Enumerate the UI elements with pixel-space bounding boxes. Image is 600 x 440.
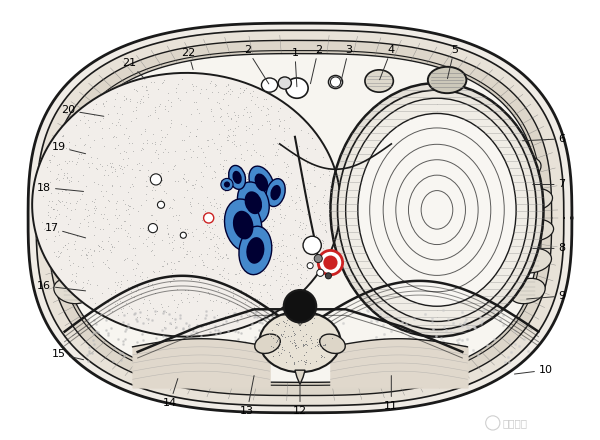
Ellipse shape [328, 75, 343, 88]
Text: 11: 11 [385, 376, 398, 411]
Text: 孙锋医生: 孙锋医生 [503, 418, 528, 428]
Text: 4: 4 [380, 44, 395, 80]
Circle shape [318, 250, 343, 275]
Text: 2: 2 [310, 44, 322, 84]
Text: 5: 5 [448, 44, 458, 79]
Text: 15: 15 [52, 349, 83, 360]
Polygon shape [28, 23, 572, 413]
Ellipse shape [511, 248, 551, 273]
Text: 3: 3 [341, 44, 352, 82]
Text: 12: 12 [293, 381, 307, 416]
Ellipse shape [238, 182, 269, 224]
Text: 18: 18 [37, 183, 83, 193]
Ellipse shape [338, 90, 536, 330]
Ellipse shape [229, 165, 245, 189]
Ellipse shape [271, 185, 281, 200]
Ellipse shape [233, 211, 253, 239]
Circle shape [151, 174, 161, 185]
Ellipse shape [247, 237, 265, 264]
Text: 16: 16 [37, 281, 86, 291]
Circle shape [180, 232, 187, 238]
Ellipse shape [262, 78, 278, 92]
Circle shape [317, 269, 324, 276]
Polygon shape [62, 54, 538, 382]
Polygon shape [49, 40, 551, 396]
Circle shape [148, 224, 157, 233]
Text: 2: 2 [244, 44, 269, 84]
Text: 8: 8 [533, 243, 565, 253]
Ellipse shape [249, 166, 274, 199]
Polygon shape [59, 51, 541, 385]
Ellipse shape [254, 173, 268, 191]
Ellipse shape [509, 279, 545, 304]
Ellipse shape [54, 279, 89, 304]
Ellipse shape [232, 171, 242, 184]
Circle shape [303, 236, 322, 254]
Circle shape [325, 273, 331, 279]
Ellipse shape [49, 248, 89, 273]
Polygon shape [36, 30, 564, 406]
Polygon shape [295, 370, 305, 385]
Text: 17: 17 [44, 223, 86, 238]
Circle shape [331, 77, 341, 87]
Ellipse shape [365, 70, 394, 92]
Ellipse shape [59, 156, 98, 182]
Ellipse shape [255, 334, 280, 353]
Ellipse shape [286, 78, 308, 98]
Ellipse shape [331, 83, 544, 337]
Ellipse shape [239, 226, 272, 275]
Text: 22: 22 [181, 48, 196, 70]
Text: 1: 1 [292, 48, 298, 87]
Text: 14: 14 [163, 378, 178, 407]
Ellipse shape [259, 312, 341, 372]
Ellipse shape [428, 67, 466, 93]
Text: 6: 6 [523, 134, 565, 144]
Text: 10: 10 [514, 365, 553, 375]
Ellipse shape [513, 219, 554, 242]
Ellipse shape [320, 334, 345, 353]
Text: 21: 21 [122, 58, 145, 79]
Circle shape [284, 290, 316, 323]
Ellipse shape [358, 114, 516, 306]
Circle shape [314, 254, 322, 263]
Text: 20: 20 [62, 106, 104, 116]
Polygon shape [32, 73, 341, 337]
Text: 13: 13 [240, 376, 254, 416]
Ellipse shape [245, 191, 262, 214]
Circle shape [323, 256, 338, 270]
Circle shape [157, 201, 164, 208]
Ellipse shape [266, 179, 285, 206]
Ellipse shape [47, 188, 86, 211]
Ellipse shape [346, 98, 528, 322]
Text: 19: 19 [52, 142, 86, 154]
Circle shape [203, 213, 214, 223]
Circle shape [221, 178, 233, 191]
Ellipse shape [46, 219, 87, 242]
Circle shape [307, 263, 313, 269]
Ellipse shape [224, 199, 262, 251]
Circle shape [224, 181, 230, 187]
Text: 9: 9 [527, 291, 565, 301]
Text: 7: 7 [533, 180, 565, 190]
Ellipse shape [278, 77, 292, 89]
Ellipse shape [514, 188, 553, 211]
Ellipse shape [502, 156, 541, 182]
